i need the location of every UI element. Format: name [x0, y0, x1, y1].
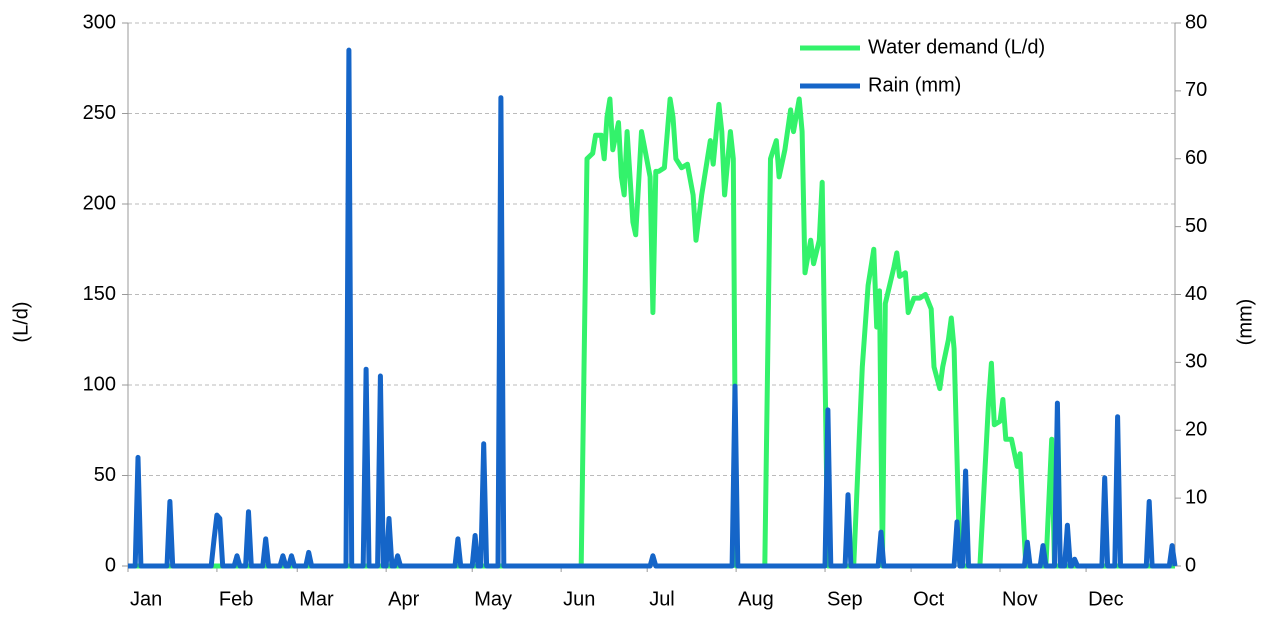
y2-tick-label: 70 — [1185, 79, 1207, 101]
y-tick-label: 150 — [83, 283, 116, 305]
y2-tick-label: 20 — [1185, 419, 1207, 441]
y2-tick-label: 40 — [1185, 283, 1207, 305]
y2-tick-label: 60 — [1185, 147, 1207, 169]
y-axis-label: (L/d) — [10, 301, 32, 342]
y2-tick-label: 50 — [1185, 215, 1207, 237]
y-tick-label: 200 — [83, 192, 116, 214]
y-tick-label: 0 — [105, 554, 116, 576]
x-tick-label: Jul — [649, 588, 675, 610]
x-tick-label: Jun — [563, 588, 595, 610]
data-line — [128, 47, 1178, 569]
x-tick-label: Jan — [130, 588, 162, 610]
x-tick-label: Nov — [1002, 588, 1038, 610]
data-line — [128, 96, 1175, 569]
x-tick-label: Mar — [299, 588, 334, 610]
x-tick-label: Aug — [738, 588, 774, 610]
y-tick-label: 250 — [83, 102, 116, 124]
x-tick-label: Dec — [1088, 588, 1124, 610]
x-tick-label: Apr — [388, 588, 419, 610]
y2-tick-label: 0 — [1185, 554, 1196, 576]
y2-tick-label: 80 — [1185, 11, 1207, 33]
legend-label: Rain (mm) — [868, 74, 961, 96]
x-tick-label: May — [474, 588, 512, 610]
y-tick-label: 100 — [83, 373, 116, 395]
x-tick-label: Oct — [913, 588, 945, 610]
y2-tick-label: 10 — [1185, 486, 1207, 508]
y-tick-label: 300 — [83, 11, 116, 33]
y-tick-label: 50 — [94, 464, 116, 486]
x-tick-label: Sep — [827, 588, 863, 610]
x-tick-label: Feb — [219, 588, 253, 610]
y2-axis-label: (mm) — [1234, 299, 1256, 346]
y2-tick-label: 30 — [1185, 351, 1207, 373]
legend-label: Water demand (L/d) — [868, 36, 1045, 58]
